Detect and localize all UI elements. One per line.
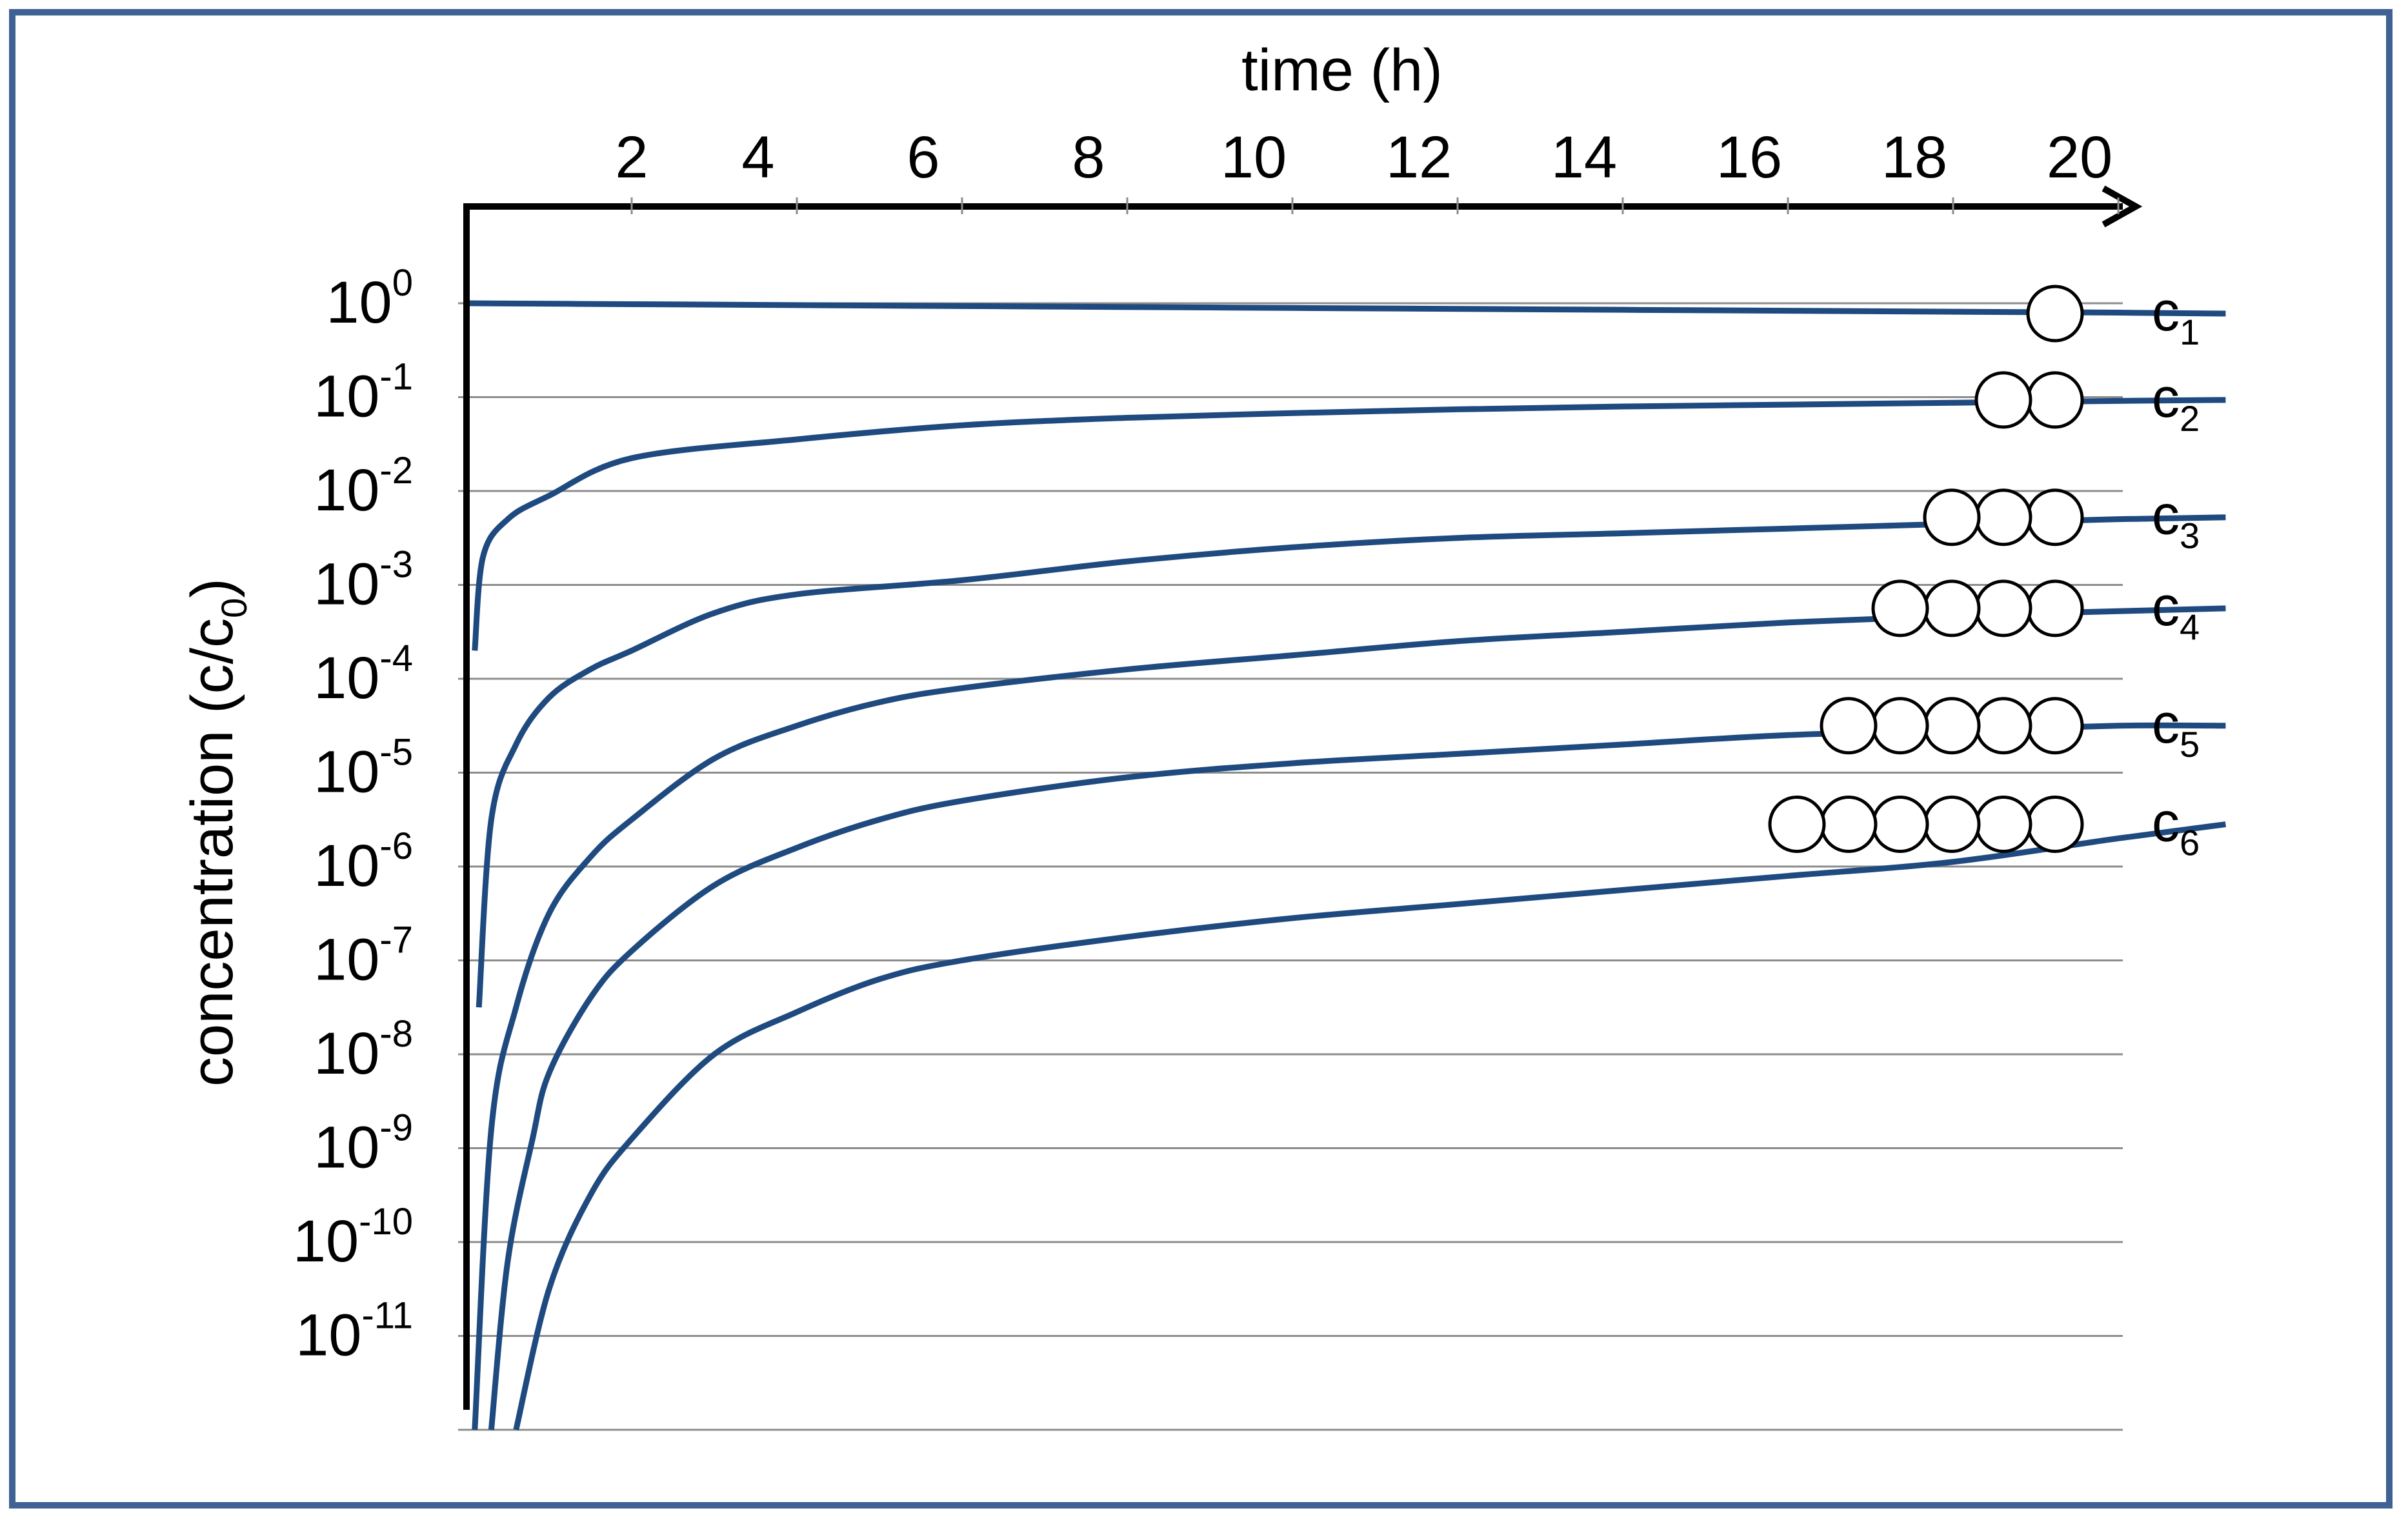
x-tick-label: 12 [1386,125,1452,190]
y-tick-label: 10-8 [314,1013,413,1087]
bead-icon [1923,796,1981,854]
bead-icon [1974,488,2032,546]
series-line-c3 [476,514,2226,1008]
x-tick-label: 10 [1221,125,1287,190]
series-lines [466,300,2226,1431]
axes [463,185,2143,1410]
x-tick-label: 16 [1716,125,1782,190]
y-tick-label: 10-11 [296,1295,413,1369]
series-line-c1 [466,300,2226,317]
bead-icon [1768,796,1826,854]
series-label-c1: c1 [2152,281,2200,352]
series-line-c2 [472,397,2226,651]
y-tick-label: 100 [326,262,413,336]
bead-icon [1923,488,1981,546]
bead-icon [2026,697,2084,755]
y-axis-title: concentration (c/c0) [179,578,254,1087]
bead-icon [2026,796,2084,854]
series-label-c5: c5 [2152,693,2200,765]
bead-icon [1820,697,1878,755]
y-axis-title-close: ) [179,578,245,598]
bead-icon [1871,796,1929,854]
bead-icon [2026,371,2084,429]
bead-icon [2026,488,2084,546]
bead-icon [2026,579,2084,637]
series-label-c6: c6 [2152,792,2200,863]
bead-icon [1974,371,2032,429]
bead-icon [1871,579,1929,637]
y-tick-label: 10-5 [314,732,413,805]
y-tick-label: 10-6 [314,825,413,899]
bead-icon [1820,796,1878,854]
x-tick-labels: 2 4 6 8 10 12 14 16 18 20 [615,125,2120,214]
x-axis-title: time (h) [1241,37,1443,103]
y-axis-title-sub: 0 [214,598,254,618]
bead-icon [1974,579,2032,637]
series-line-c4 [472,605,2226,1430]
grid [458,302,2123,1431]
bead-icon [1974,796,2032,854]
y-tick-label: 10-1 [314,356,413,430]
bead-icon [1923,579,1981,637]
series-label-c3: c3 [2152,485,2200,556]
x-tick-label: 2 [615,125,648,190]
series-labels: c1 c2 c3 c4 c5 c6 [2152,281,2200,863]
y-tick-label: 10-4 [314,637,413,711]
series-line-c6 [513,821,2226,1431]
bead-icon [1923,697,1981,755]
y-tick-label: 10-9 [314,1107,413,1181]
bead-icon [1974,697,2032,755]
y-tick-label: 10-10 [293,1201,413,1274]
x-tick-label: 8 [1072,125,1105,190]
x-axis-arrow-icon [2102,185,2143,228]
y-tick-labels: 100 10-1 10-2 10-3 10-4 10-5 10-6 10-7 10-8 10-9 1… [293,262,413,1369]
y-axis-title-main: concentration (c/c [179,618,245,1087]
x-tick-label: 18 [1881,125,1947,190]
bead-icon [2026,285,2084,343]
x-tick-label: 4 [741,125,774,190]
y-tick-label: 10-7 [314,919,413,993]
x-tick-label: 14 [1551,125,1617,190]
y-tick-label: 10-2 [314,450,413,523]
x-tick-label: 6 [907,125,939,190]
bead-glyphs [1768,285,2084,854]
x-tick-label: 20 [2047,125,2112,190]
series-label-c2: c2 [2152,367,2200,439]
bead-icon [1871,697,1929,755]
series-label-c4: c4 [2152,576,2200,647]
chart-frame [9,9,2393,1509]
y-tick-label: 10-3 [314,544,413,617]
